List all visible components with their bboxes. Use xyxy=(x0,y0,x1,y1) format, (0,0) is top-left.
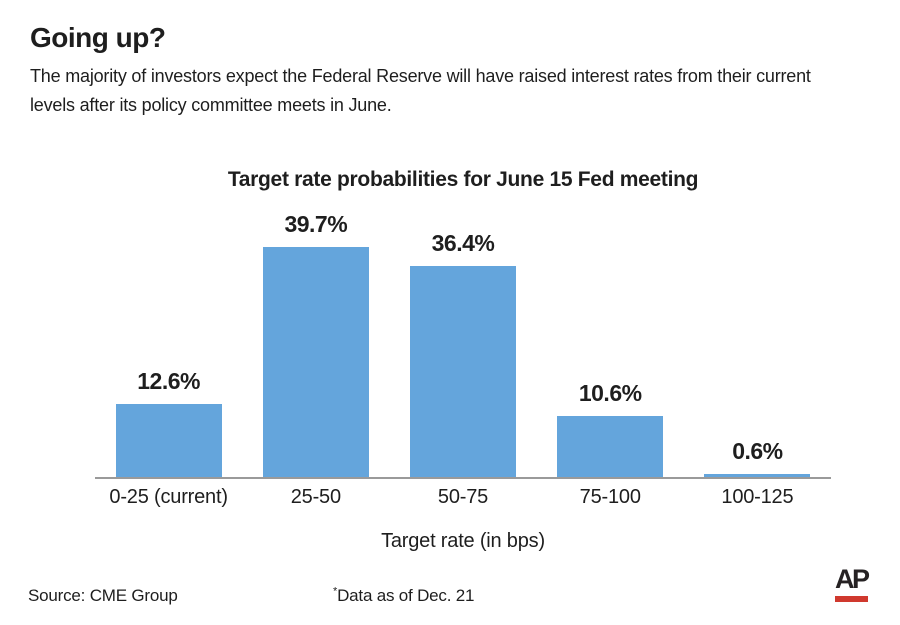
bar-chart-plot-area: 12.6% 39.7% 36.4% 10.6% 0.6% xyxy=(95,211,831,479)
bar-value-label: 10.6% xyxy=(578,379,642,406)
bar xyxy=(115,404,222,477)
ap-logo-text: AP xyxy=(835,564,870,594)
bar-group: 10.6% xyxy=(537,211,684,477)
bar-group: 12.6% xyxy=(95,211,242,477)
page-title: Going up? xyxy=(30,22,166,53)
category-label: 0-25 (current) xyxy=(109,486,228,508)
category-label: 100-125 xyxy=(721,486,794,508)
ap-logo: AP xyxy=(835,566,871,602)
page-subtitle: The majority of investors expect the Fed… xyxy=(30,62,880,120)
category-label: 75-100 xyxy=(579,486,641,508)
bar xyxy=(262,247,369,477)
subtitle-line-2: levels after its policy committee meets … xyxy=(30,95,392,115)
bar xyxy=(704,473,811,477)
bar-value-label: 12.6% xyxy=(137,368,200,395)
x-axis-category-labels: 0-25 (current) 25-50 50-75 75-100 100-125 xyxy=(95,486,831,509)
bar-value-label: 0.6% xyxy=(732,437,783,464)
bar xyxy=(557,415,664,477)
source-credit: Source: CME Group xyxy=(28,586,178,605)
note-asterisk: * xyxy=(333,585,338,598)
bar-group: 39.7% xyxy=(242,211,389,477)
bar-group: 0.6% xyxy=(684,211,831,477)
chart-title: Target rate probabilities for June 15 Fe… xyxy=(227,168,699,191)
x-axis-title: Target rate (in bps) xyxy=(381,530,545,552)
bar xyxy=(410,266,516,477)
subtitle-line-1: The majority of investors expect the Fed… xyxy=(30,66,811,86)
bar-value-label: 39.7% xyxy=(284,211,348,237)
category-label: 50-75 xyxy=(437,486,489,508)
bar-value-label: 36.4% xyxy=(431,230,495,257)
data-as-of-note: *Data as of Dec. 21 xyxy=(333,586,474,606)
note-text: Data as of Dec. 21 xyxy=(337,586,475,605)
ap-logo-red-bar xyxy=(835,596,868,602)
bar-group: 36.4% xyxy=(389,211,536,477)
category-label: 25-50 xyxy=(290,486,341,508)
